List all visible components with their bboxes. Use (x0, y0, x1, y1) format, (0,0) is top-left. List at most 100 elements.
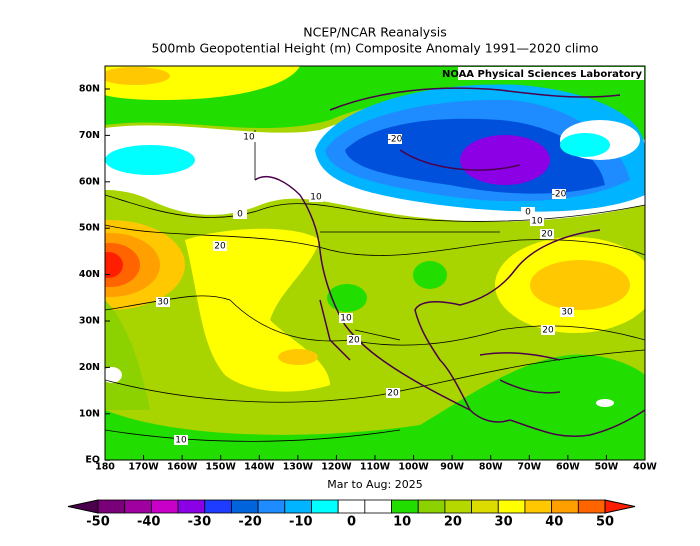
field-blob (460, 135, 550, 185)
colorbar-label: -10 (289, 515, 313, 530)
colorbar-box (364, 499, 392, 514)
period: Mar to Aug: 2025 (327, 478, 422, 491)
contour-label: -20 (388, 135, 403, 145)
colorbar-box (311, 499, 339, 514)
contour-label: 20 (542, 326, 554, 336)
lon-label: 140W (244, 462, 275, 473)
colorbar-box (150, 499, 179, 514)
field-blob (596, 399, 614, 407)
lon-label: 160W (167, 462, 198, 473)
lat-label: 50N (79, 223, 100, 234)
contour-label: 30 (157, 298, 169, 308)
colorbar-box (497, 499, 526, 514)
colorbar-box (417, 499, 446, 514)
colorbar-label: 50 (596, 515, 614, 530)
contour-label: 20 (348, 336, 360, 346)
field-blob (105, 67, 170, 85)
colorbar-arrow (604, 499, 636, 514)
lat-label: 80N (79, 84, 100, 95)
lon-label: 150W (206, 462, 237, 473)
contour-label-bg (540, 229, 554, 239)
contour-label-bg (156, 297, 170, 307)
colorbar-label: -30 (188, 515, 212, 530)
lon-label: 130W (283, 462, 314, 473)
colorbar-label: 40 (545, 515, 563, 530)
field-blob (105, 145, 195, 175)
lon-label: 180 (95, 462, 115, 473)
contour-label-bg (174, 435, 188, 445)
contour-label: 30 (561, 308, 573, 318)
title: NCEP/NCAR Reanalysis (303, 25, 446, 40)
contour-label-bg (521, 207, 535, 217)
contour-label: 20 (541, 230, 553, 240)
field-blob (413, 261, 447, 289)
map-field (105, 66, 645, 460)
colorbar-box (337, 499, 366, 514)
colorbar-label: 0 (347, 515, 356, 530)
field-blob (278, 349, 318, 365)
colorbar-box (97, 499, 126, 514)
field-blob (105, 252, 123, 278)
lon-label: 100W (398, 462, 429, 473)
contour-label-bg (560, 307, 574, 317)
colorbar-label: -40 (137, 515, 161, 530)
contour-label-bg (242, 132, 256, 142)
contour-label: 10 (243, 133, 255, 143)
colorbar-label: 10 (393, 515, 411, 530)
contour-label: -20 (552, 190, 567, 200)
lon-label: 120W (321, 462, 352, 473)
field-band (105, 354, 645, 460)
contour-label-bg (386, 388, 400, 398)
contour-label: 10 (310, 193, 322, 203)
colorbar-box (444, 499, 472, 514)
field-blob (105, 367, 122, 383)
lon-label: 40W (633, 462, 657, 473)
credit: NOAA Physical Sciences Laboratory (442, 69, 643, 80)
subtitle: 500mb Geopotential Height (m) Composite … (152, 41, 599, 56)
lon-label: 110W (360, 462, 391, 473)
contour-label: 0 (525, 208, 531, 218)
lon-label: 60W (556, 462, 580, 473)
contour-label: 10 (340, 314, 352, 324)
lat-label: 70N (79, 130, 100, 141)
contour-label: 20 (387, 389, 399, 399)
colorbar-label: -20 (238, 515, 262, 530)
contour-label-bg (309, 192, 323, 202)
contour-label: 10 (531, 217, 543, 227)
field-blob (530, 260, 630, 310)
colorbar-arrow (67, 499, 99, 514)
contour-label-bg (213, 241, 227, 251)
contour-label-bg (339, 313, 353, 323)
contour-label-bg (388, 134, 402, 144)
lat-label: 60N (79, 176, 100, 187)
contour-label-bg (233, 209, 247, 219)
lon-label: 90W (440, 462, 464, 473)
lon-label: 70W (517, 462, 541, 473)
colorbar-box (471, 499, 499, 514)
colorbar-box (124, 499, 152, 514)
contour-label: 20 (214, 242, 226, 252)
contour-label: 0 (237, 210, 243, 220)
lat-label: 10N (79, 408, 100, 419)
colorbar-label: -50 (86, 515, 110, 530)
colorbar-box (177, 499, 206, 514)
lon-label: 170W (128, 462, 159, 473)
field-blob (560, 133, 610, 157)
contour-label-bg (541, 325, 555, 335)
contour-label-bg (347, 335, 361, 345)
colorbar-box (391, 499, 419, 514)
colorbar-box (284, 499, 312, 514)
contour-label: 10 (175, 436, 187, 446)
lat-label: EQ (85, 455, 100, 466)
lon-label: 80W (479, 462, 503, 473)
colorbar-box (257, 499, 286, 514)
lat-label: 30N (79, 316, 100, 327)
colorbar-label: 20 (444, 515, 462, 530)
coastlines (254, 87, 645, 438)
field-blob (327, 284, 367, 312)
lon-label: 50W (595, 462, 619, 473)
contour-label-bg (530, 216, 544, 226)
credit-box (458, 67, 644, 80)
colorbar-box (551, 499, 579, 514)
